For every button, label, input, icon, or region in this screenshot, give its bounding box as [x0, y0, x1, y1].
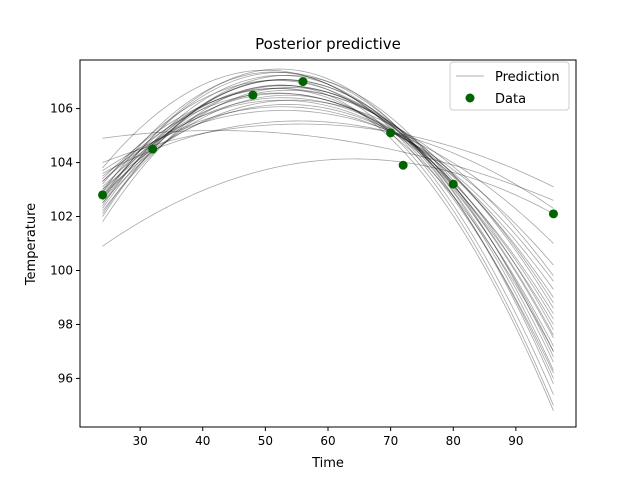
prediction-curve-29	[102, 88, 554, 304]
prediction-curve-5	[102, 89, 554, 309]
data-point-5	[386, 128, 396, 138]
data-point-2	[148, 144, 158, 154]
data-point-4	[298, 77, 308, 87]
prediction-curve-8	[102, 79, 554, 406]
prediction-curve-30	[102, 99, 554, 277]
chart-title: Posterior predictive	[255, 35, 401, 53]
prediction-curve-27	[102, 158, 554, 247]
data-point-8	[548, 209, 558, 219]
x-axis-title: Time	[311, 456, 344, 471]
legend-prediction-label: Prediction	[495, 70, 560, 85]
y-tick-label-102: 102	[50, 210, 73, 224]
legend: Prediction Data	[449, 61, 570, 111]
axes: 30 40 50 60 70 80 90 96 98 100 102 104 106	[50, 59, 577, 448]
prediction-curve-4	[102, 79, 554, 363]
y-tick-label-104: 104	[50, 156, 73, 170]
data-point-1	[98, 190, 108, 200]
prediction-curve-26	[102, 130, 554, 201]
y-tick-label-98: 98	[58, 317, 73, 331]
data-point-7	[448, 179, 458, 189]
prediction-curve-15	[102, 79, 554, 347]
legend-box	[449, 61, 570, 111]
prediction-curve-11	[102, 87, 554, 331]
prediction-curve-25	[102, 123, 554, 188]
x-tick-label-60: 60	[320, 434, 335, 448]
prediction-curve-18	[102, 68, 554, 384]
prediction-curve-24	[102, 120, 554, 209]
x-tick-label-50: 50	[258, 434, 273, 448]
data-point-3	[248, 90, 258, 100]
x-tick-label-30: 30	[132, 434, 147, 448]
prediction-curve-16	[102, 84, 554, 411]
prediction-curve-2	[102, 85, 554, 339]
data-points	[98, 77, 558, 219]
y-axis-title: Temperature	[24, 203, 39, 286]
prediction-curves	[102, 68, 554, 411]
x-tick-label-80: 80	[446, 434, 461, 448]
legend-data-marker	[465, 93, 475, 103]
prediction-curve-17	[102, 104, 554, 282]
y-tick-label-106: 106	[50, 102, 73, 116]
prediction-curve-6	[102, 97, 554, 298]
x-tick-label-70: 70	[383, 434, 398, 448]
prediction-curve-12	[102, 106, 554, 266]
legend-data-label: Data	[495, 92, 526, 107]
prediction-curve-28	[102, 69, 554, 374]
prediction-curve-1	[102, 93, 554, 325]
prediction-curve-9	[102, 99, 554, 290]
prediction-curve-22	[102, 92, 554, 314]
prediction-curve-21	[102, 74, 554, 358]
prediction-curve-14	[102, 94, 554, 320]
y-tick-label-100: 100	[50, 263, 73, 277]
data-point-6	[398, 160, 408, 170]
prediction-curve-3	[102, 87, 554, 352]
prediction-curve-19	[102, 110, 554, 244]
y-tick-label-96: 96	[58, 371, 73, 385]
prediction-curve-10	[102, 71, 554, 371]
prediction-curve-13	[102, 71, 554, 395]
prediction-curve-23	[102, 79, 554, 352]
prediction-curve-7	[102, 74, 554, 379]
x-tick-label-40: 40	[195, 434, 210, 448]
x-tick-label-90: 90	[508, 434, 523, 448]
prediction-curve-20	[102, 84, 554, 336]
